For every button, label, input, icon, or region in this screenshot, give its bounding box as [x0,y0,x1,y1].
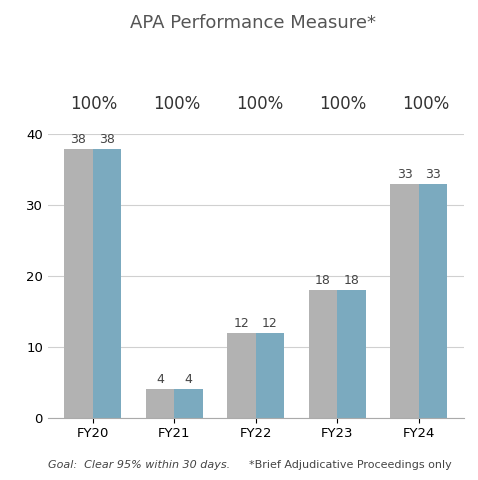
Text: 100%: 100% [236,95,283,113]
Text: 33: 33 [425,168,441,181]
Text: 18: 18 [315,275,331,288]
Text: 100%: 100% [70,95,117,113]
Text: Goal:  Clear 95% within 30 days.: Goal: Clear 95% within 30 days. [48,460,230,470]
Text: 100%: 100% [402,95,450,113]
Text: *Brief Adjudicative Proceedings only: *Brief Adjudicative Proceedings only [249,460,451,470]
Bar [337,290,366,418]
Text: 38: 38 [70,133,87,146]
Bar [256,333,284,418]
Bar [146,389,174,418]
Bar [64,149,93,418]
Text: 4: 4 [156,373,164,386]
Text: 4: 4 [185,373,193,386]
Text: 12: 12 [234,317,250,330]
Bar [309,290,337,418]
Bar [390,184,419,418]
Bar [93,149,121,418]
Text: APA Performance Measure*: APA Performance Measure* [130,14,376,33]
Text: 18: 18 [344,275,359,288]
Bar [174,389,203,418]
Bar [419,184,447,418]
Text: 38: 38 [99,133,115,146]
Text: 33: 33 [397,168,413,181]
Bar [227,333,256,418]
Text: 100%: 100% [319,95,367,113]
Text: 100%: 100% [153,95,200,113]
Text: 12: 12 [262,317,278,330]
